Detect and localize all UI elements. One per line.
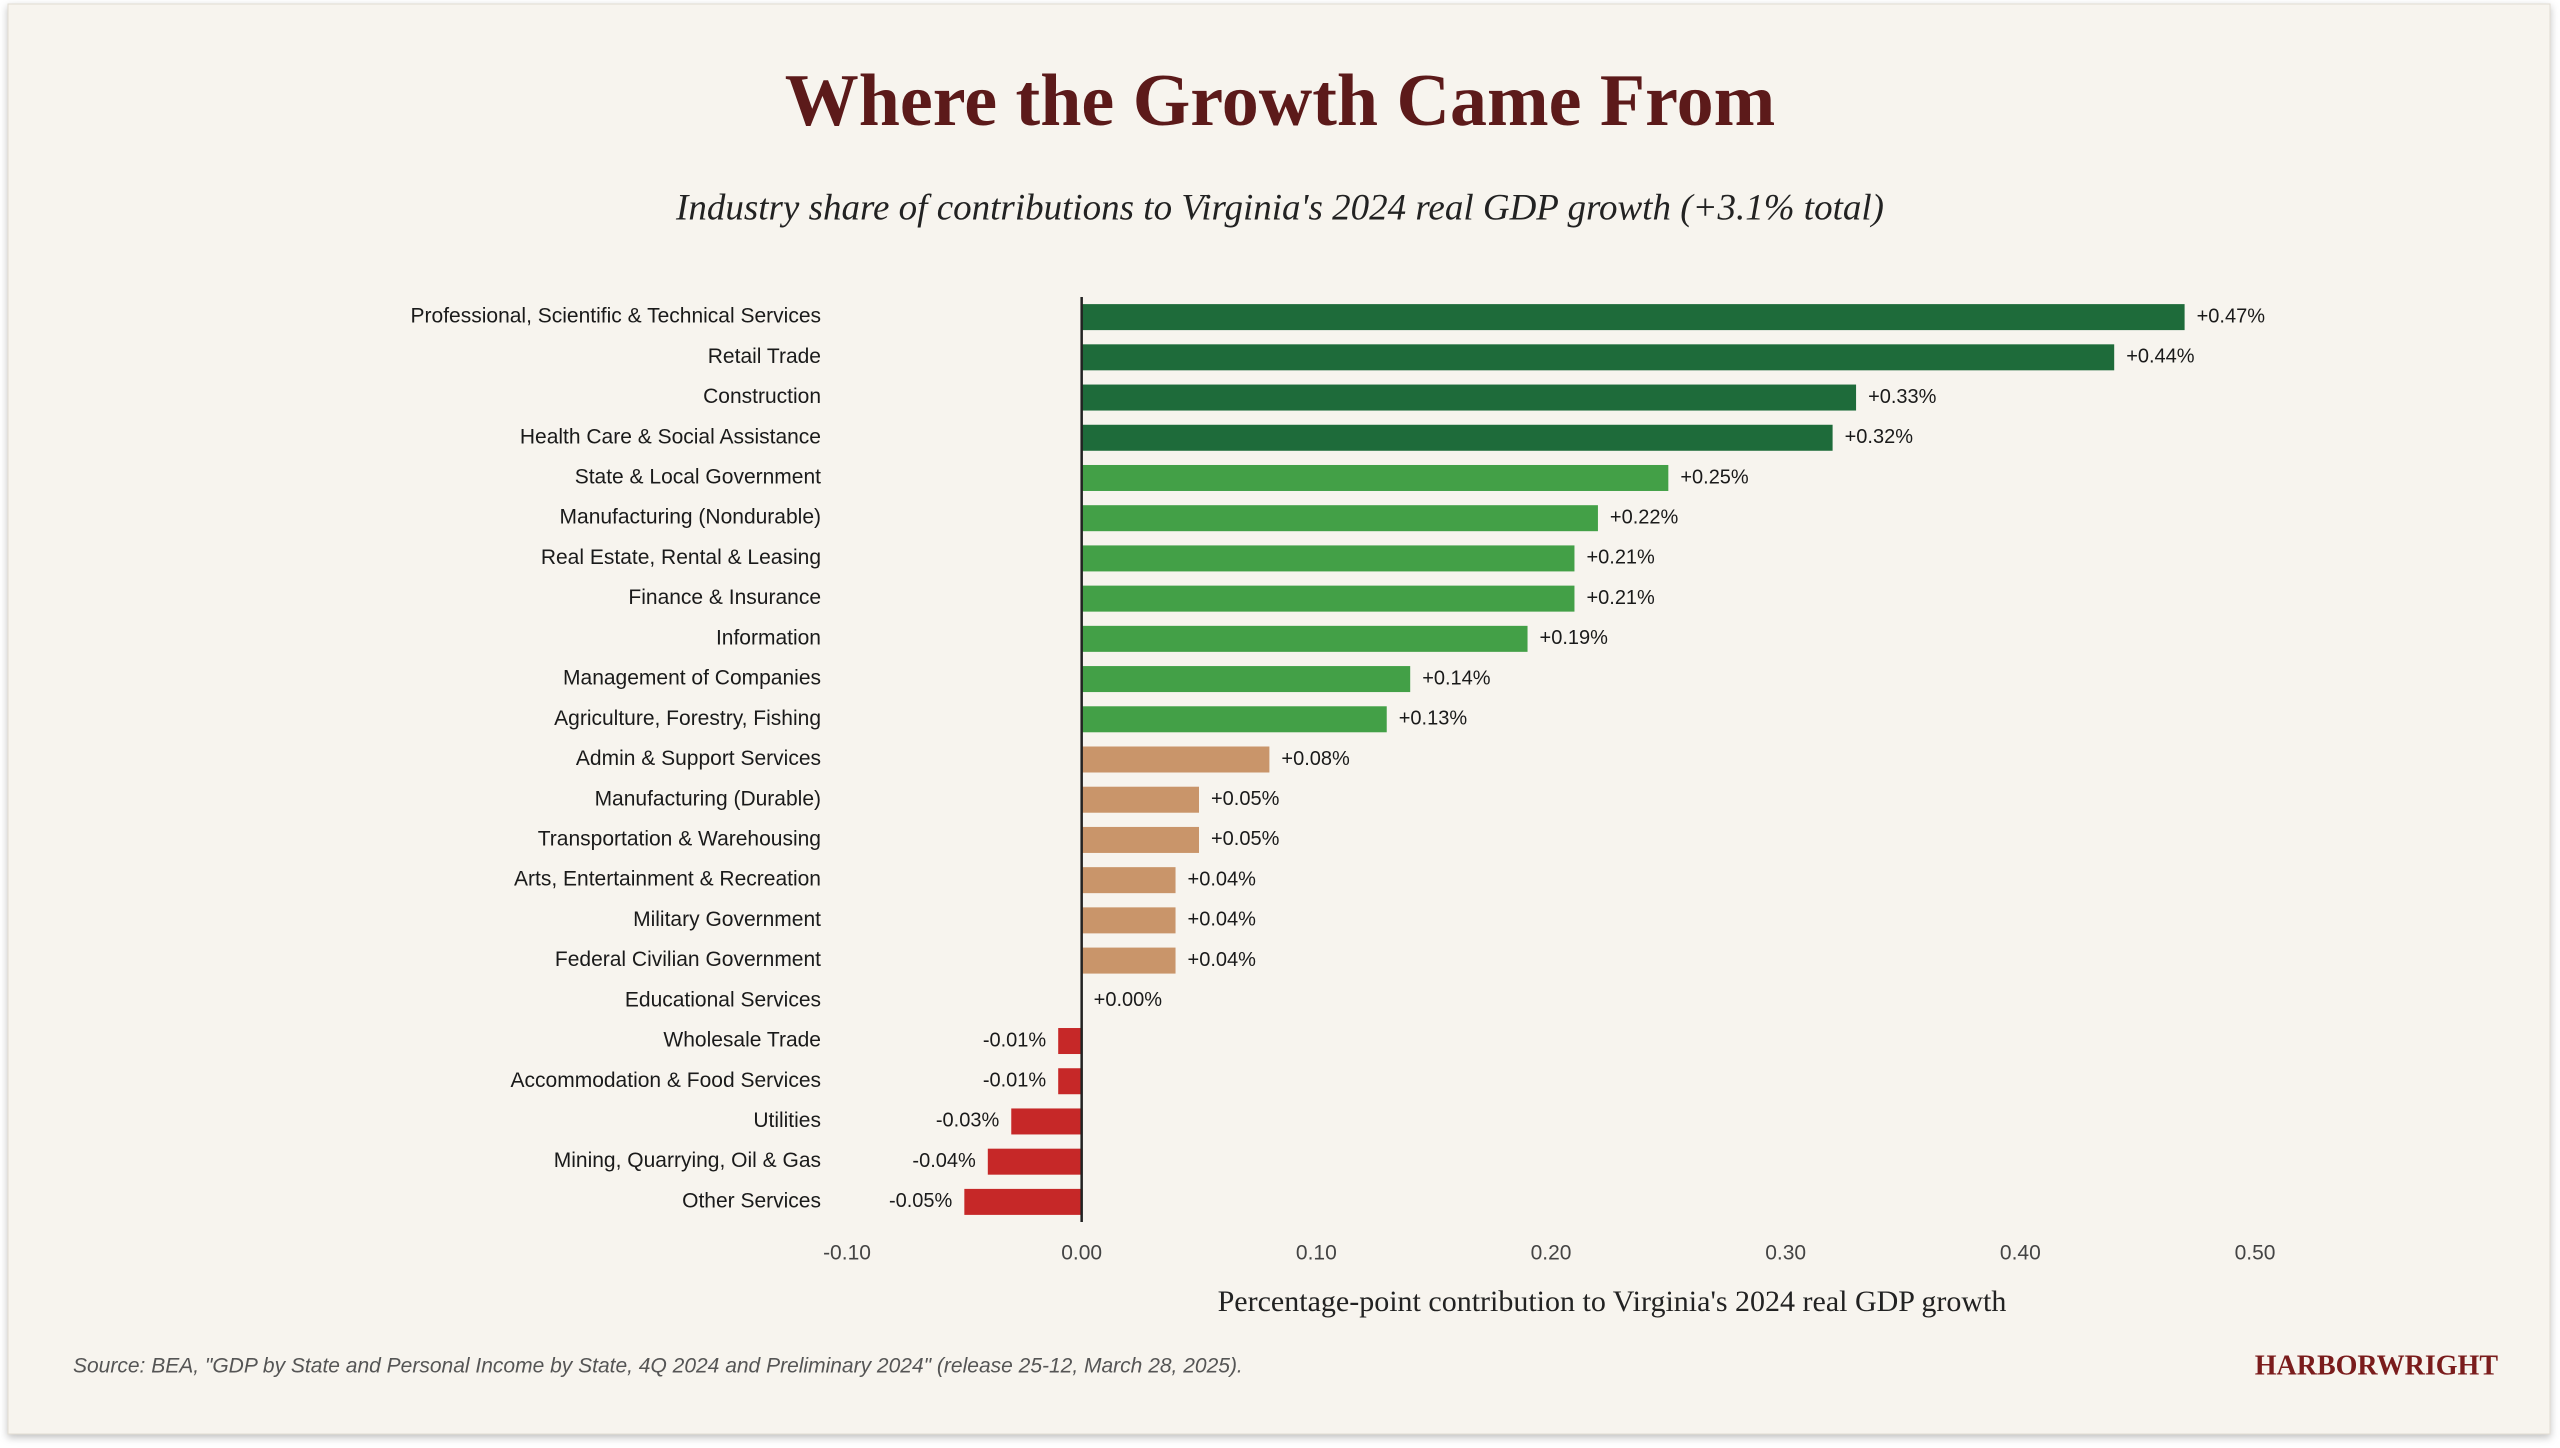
value-label: -0.04%	[912, 1150, 976, 1172]
bar	[1081, 947, 1176, 974]
bar	[1081, 304, 2185, 331]
value-label: +0.08%	[1281, 748, 1350, 770]
value-label: +0.04%	[1188, 909, 1257, 931]
bar	[1081, 746, 1270, 773]
bar	[987, 1148, 1082, 1175]
value-label: +0.13%	[1399, 708, 1468, 730]
bar	[1081, 907, 1176, 934]
bar	[1081, 545, 1575, 572]
y-tick-label: Manufacturing (Durable)	[595, 787, 821, 810]
y-tick-label: Wholesale Trade	[663, 1029, 821, 1052]
y-tick-label: Federal Civilian Government	[555, 948, 821, 971]
bar	[1081, 625, 1528, 652]
bar	[1081, 666, 1411, 693]
value-label: +0.05%	[1211, 788, 1280, 810]
bar	[1081, 464, 1669, 491]
y-tick-label: Health Care & Social Assistance	[520, 425, 821, 448]
chart-title: Where the Growth Came From	[785, 60, 1776, 142]
value-label: -0.05%	[889, 1190, 953, 1212]
value-label: +0.25%	[1680, 466, 1749, 488]
y-tick-label: Professional, Scientific & Technical Ser…	[411, 305, 821, 328]
value-label: +0.47%	[2197, 305, 2266, 327]
y-tick-label: Transportation & Warehousing	[538, 827, 821, 850]
y-tick-label: Real Estate, Rental & Leasing	[541, 546, 821, 569]
x-tick-label: -0.10	[823, 1242, 871, 1265]
value-label: +0.21%	[1586, 587, 1655, 609]
y-tick-label: Mining, Quarrying, Oil & Gas	[554, 1149, 821, 1172]
x-tick-label: 0.50	[2235, 1242, 2276, 1265]
x-tick-label: 0.00	[1061, 1242, 1102, 1265]
bar	[964, 1188, 1082, 1215]
value-label: +0.33%	[1868, 386, 1937, 408]
bar	[1081, 706, 1387, 733]
bar	[1081, 344, 2115, 371]
value-label: +0.19%	[1540, 627, 1609, 649]
value-label: +0.00%	[1094, 989, 1163, 1011]
y-tick-label: Educational Services	[625, 988, 821, 1011]
y-tick-label: Manufacturing (Nondurable)	[560, 506, 821, 529]
value-label: +0.04%	[1188, 949, 1257, 971]
source-note: Source: BEA, "GDP by State and Personal …	[73, 1355, 1243, 1378]
y-tick-label: Arts, Entertainment & Recreation	[514, 868, 821, 891]
bar	[1081, 826, 1199, 853]
value-label: +0.44%	[2126, 346, 2195, 368]
bar	[1011, 1108, 1082, 1135]
value-label: +0.14%	[1422, 667, 1491, 689]
bar	[1081, 786, 1199, 813]
value-label: +0.22%	[1610, 506, 1679, 528]
x-tick-label: 0.10	[1296, 1242, 1337, 1265]
brand: HARBORWRIGHT	[2255, 1350, 2499, 1381]
x-tick-label: 0.30	[1765, 1242, 1806, 1265]
value-label: -0.03%	[936, 1110, 1000, 1132]
chart-subtitle: Industry share of contributions to Virgi…	[675, 187, 1884, 228]
bar	[1081, 867, 1176, 894]
value-label: +0.32%	[1845, 426, 1914, 448]
y-tick-label: Other Services	[682, 1189, 821, 1212]
bar	[1081, 384, 1857, 411]
bar	[1058, 1028, 1082, 1055]
y-tick-label: Agriculture, Forestry, Fishing	[554, 707, 821, 730]
bar	[1081, 424, 1833, 451]
bar	[1058, 1068, 1082, 1095]
y-tick-label: State & Local Government	[575, 466, 821, 489]
x-tick-label: 0.40	[2000, 1242, 2041, 1265]
value-label: +0.04%	[1188, 868, 1257, 890]
y-tick-label: Admin & Support Services	[576, 747, 821, 770]
value-label: -0.01%	[983, 1070, 1047, 1092]
y-tick-label: Retail Trade	[708, 345, 821, 368]
y-tick-label: Finance & Insurance	[628, 586, 821, 609]
y-tick-label: Construction	[703, 385, 821, 408]
bar	[1081, 505, 1598, 532]
y-tick-label: Management of Companies	[563, 667, 821, 690]
value-label: -0.01%	[983, 1029, 1047, 1051]
y-tick-label: Military Government	[633, 908, 821, 931]
y-tick-label: Utilities	[753, 1109, 821, 1132]
x-tick-label: 0.20	[1531, 1242, 1572, 1265]
x-axis-label: Percentage-point contribution to Virgini…	[1218, 1285, 2007, 1318]
value-label: +0.05%	[1211, 828, 1280, 850]
y-tick-label: Accommodation & Food Services	[511, 1069, 821, 1092]
y-tick-label: Information	[716, 626, 821, 649]
value-label: +0.21%	[1586, 547, 1655, 569]
bar	[1081, 585, 1575, 612]
